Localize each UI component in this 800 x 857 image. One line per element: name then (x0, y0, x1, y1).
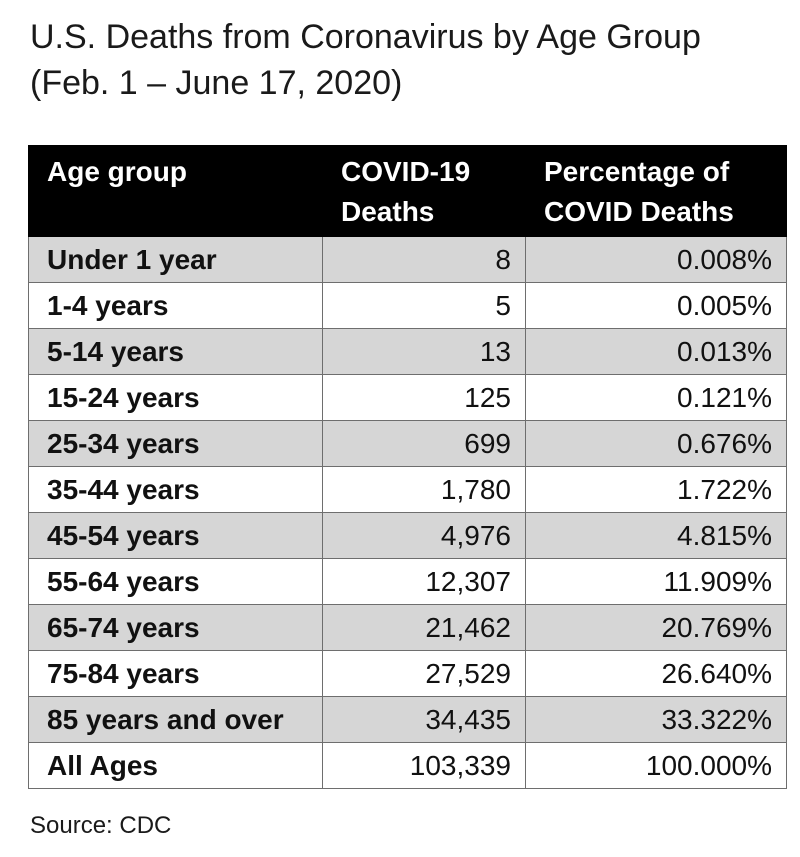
header-covid-deaths-line-2: Deaths (341, 196, 435, 227)
deaths-cell: 125 (322, 374, 526, 421)
percentage-cell: 11.909% (525, 558, 787, 605)
deaths-table: Age group COVID-19 Deaths Percentage of … (28, 145, 787, 789)
percentage-cell: 0.008% (525, 236, 787, 283)
header-percentage-line-2: COVID Deaths (544, 196, 734, 227)
table-row: 25-34 years 699 0.676% (28, 420, 787, 467)
header-age-group: Age group (28, 145, 323, 237)
age-group-cell: 1-4 years (28, 282, 323, 329)
title-line-1: U.S. Deaths from Coronavirus by Age Grou… (30, 18, 701, 56)
deaths-cell: 13 (322, 328, 526, 375)
age-group-cell: 5-14 years (28, 328, 323, 375)
deaths-cell: 103,339 (322, 742, 526, 789)
deaths-cell: 34,435 (322, 696, 526, 743)
age-group-cell: 75-84 years (28, 650, 323, 697)
age-group-cell: 45-54 years (28, 512, 323, 559)
percentage-cell: 20.769% (525, 604, 787, 651)
header-row: Age group COVID-19 Deaths Percentage of … (28, 145, 787, 237)
deaths-cell: 27,529 (322, 650, 526, 697)
age-group-cell: 25-34 years (28, 420, 323, 467)
source-note: Source: CDC (30, 812, 172, 839)
deaths-cell: 699 (322, 420, 526, 467)
table-row: Under 1 year 8 0.008% (28, 236, 787, 283)
age-group-cell: Under 1 year (28, 236, 323, 283)
age-group-cell: 65-74 years (28, 604, 323, 651)
header-percentage: Percentage of COVID Deaths (525, 145, 787, 237)
header-covid-deaths: COVID-19 Deaths (322, 145, 526, 237)
table-row: 35-44 years 1,780 1.722% (28, 466, 787, 513)
table-row: 65-74 years 21,462 20.769% (28, 604, 787, 651)
header-percentage-line-1: Percentage of (544, 156, 730, 187)
deaths-cell: 12,307 (322, 558, 526, 605)
deaths-cell: 5 (322, 282, 526, 329)
header-covid-deaths-line-1: COVID-19 (341, 156, 471, 187)
percentage-cell: 1.722% (525, 466, 787, 513)
percentage-cell: 0.005% (525, 282, 787, 329)
age-group-cell: 35-44 years (28, 466, 323, 513)
table-row: 15-24 years 125 0.121% (28, 374, 787, 421)
table-row: 45-54 years 4,976 4.815% (28, 512, 787, 559)
table-row: 85 years and over 34,435 33.322% (28, 696, 787, 743)
percentage-cell: 26.640% (525, 650, 787, 697)
chart-title: U.S. Deaths from Coronavirus by Age Grou… (30, 14, 790, 106)
percentage-cell: 33.322% (525, 696, 787, 743)
percentage-cell: 0.013% (525, 328, 787, 375)
deaths-cell: 1,780 (322, 466, 526, 513)
age-group-cell: 55-64 years (28, 558, 323, 605)
percentage-cell: 0.676% (525, 420, 787, 467)
header-age-group-line: Age group (47, 156, 187, 187)
percentage-cell: 4.815% (525, 512, 787, 559)
table-row: 75-84 years 27,529 26.640% (28, 650, 787, 697)
age-group-cell: 85 years and over (28, 696, 323, 743)
deaths-cell: 21,462 (322, 604, 526, 651)
table-row: All Ages 103,339 100.000% (28, 742, 787, 789)
table-row: 5-14 years 13 0.013% (28, 328, 787, 375)
table-row: 1-4 years 5 0.005% (28, 282, 787, 329)
title-line-2: (Feb. 1 – June 17, 2020) (30, 64, 403, 102)
age-group-cell: All Ages (28, 742, 323, 789)
deaths-cell: 4,976 (322, 512, 526, 559)
percentage-cell: 0.121% (525, 374, 787, 421)
table-row: 55-64 years 12,307 11.909% (28, 558, 787, 605)
table-body: Under 1 year 8 0.008% 1-4 years 5 0.005% 5-14 … (28, 236, 787, 789)
age-group-cell: 15-24 years (28, 374, 323, 421)
deaths-cell: 8 (322, 236, 526, 283)
percentage-cell: 100.000% (525, 742, 787, 789)
